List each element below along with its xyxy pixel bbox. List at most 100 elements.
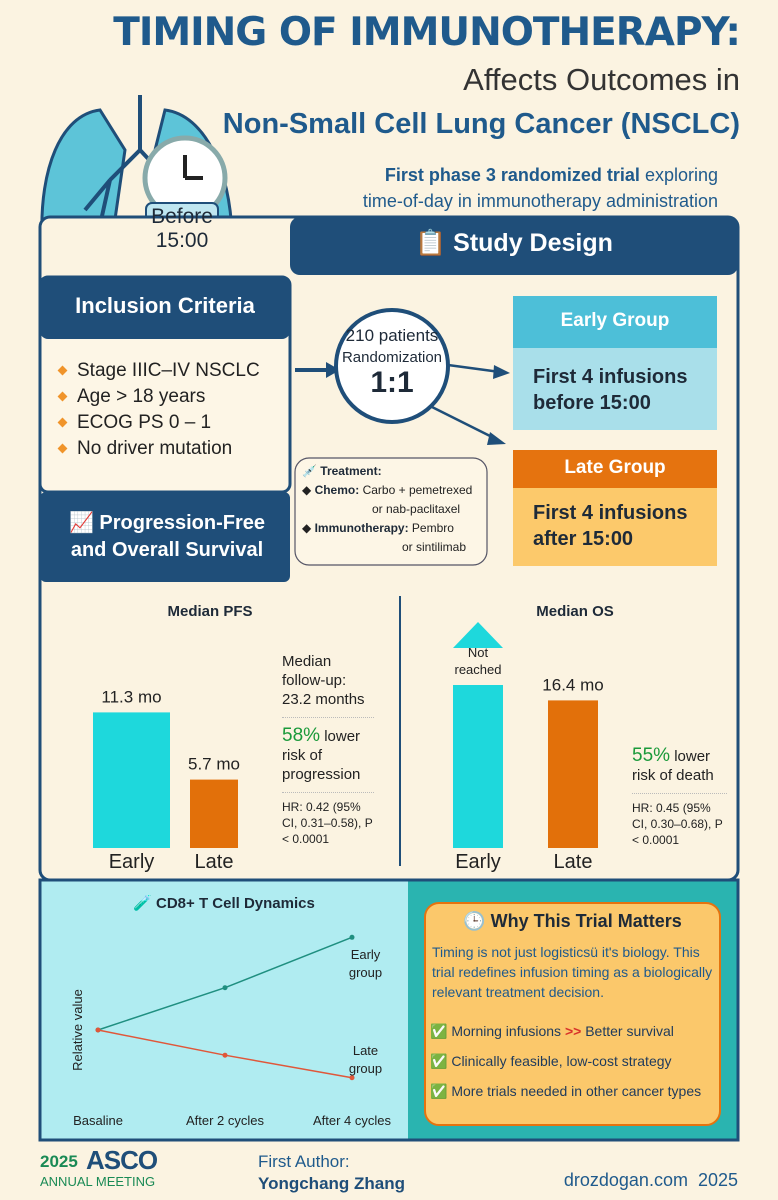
y-axis-label: Relative value xyxy=(70,989,85,1071)
pfs-hr: HR: 0.42 (95% CI, 0.31–0.58), P < 0.0001 xyxy=(282,792,374,847)
arrows-out xyxy=(429,363,501,442)
study-design-tab xyxy=(290,217,738,275)
late-title: Late Group xyxy=(564,457,666,478)
category-label: Late xyxy=(195,851,234,873)
bar xyxy=(190,779,238,848)
tagline-rest: exploring xyxy=(644,165,718,185)
footer-site: drozdogan.com 2025 xyxy=(563,1170,738,1190)
author-label: First Author: xyxy=(258,1152,350,1171)
clock-hands xyxy=(183,155,203,180)
author: Yongchang Zhang xyxy=(258,1174,406,1193)
os-reduction-text: lower risk of death xyxy=(632,748,714,784)
point-text: Morning infusions xyxy=(451,1023,562,1039)
point xyxy=(95,1027,101,1033)
followup: Median follow-up: 23.2 months xyxy=(282,653,365,708)
immuno-label: Immunotherapy: xyxy=(314,521,409,535)
inclusion-item: Age > 18 years xyxy=(55,384,260,410)
immuno-text2: or sintilimab xyxy=(402,540,467,554)
value-label: reached xyxy=(455,662,502,677)
value-label: 11.3 mo xyxy=(101,687,161,706)
chemo-text2: or nab-paclitaxel xyxy=(372,502,461,516)
inclusion-item: ECOG PS 0 – 1 xyxy=(55,410,260,436)
late-header xyxy=(513,450,717,488)
pfs-title: Median PFS xyxy=(167,603,253,620)
immuno-text: Pembro xyxy=(411,521,454,535)
point xyxy=(349,934,355,940)
category-label: Early xyxy=(455,851,501,873)
point-emphasis: >> xyxy=(564,1023,582,1039)
inclusion-item: No driver mutation xyxy=(55,436,260,462)
subject: Non-Small Cell Lung Cancer (NSCLC) xyxy=(222,108,740,140)
pfs-notes: Median follow-up: 23.2 months 58% lower … xyxy=(282,652,374,847)
clock-label-2: 15:00 xyxy=(155,229,209,252)
category-label: Early xyxy=(109,851,155,873)
check: ✅ xyxy=(430,1053,448,1069)
bar xyxy=(548,700,598,848)
os-notes: 55% lower risk of death HR: 0.45 (95% CI… xyxy=(632,746,727,848)
check: ✅ xyxy=(430,1083,448,1099)
os-hr: HR: 0.45 (95% CI, 0.30–0.68), P < 0.0001 xyxy=(632,793,727,848)
early-text: First 4 infusions before 15:00 xyxy=(533,366,688,414)
point xyxy=(222,1052,228,1058)
series-label: Early group xyxy=(348,947,383,980)
randomization: 210 patients Randomization 1:1 xyxy=(336,326,448,400)
study-design-heading: 📋 Study Design xyxy=(415,229,613,257)
why-point: ✅ Morning infusions >> Better survival xyxy=(430,1021,674,1041)
x-tick-label: After 2 cycles xyxy=(186,1113,265,1128)
patients: 210 patients xyxy=(345,326,439,345)
clock-label-1: Before xyxy=(151,205,213,228)
clock-label: Before 15:00 xyxy=(146,205,218,253)
inclusion-header xyxy=(40,277,290,339)
x-tick-label: After 4 cycles xyxy=(313,1113,392,1128)
ratio: 1:1 xyxy=(370,366,414,399)
why-box xyxy=(424,902,721,1126)
late-text: First 4 infusions after 15:00 xyxy=(533,502,688,550)
cd8-panel xyxy=(40,880,408,1140)
treatment-box xyxy=(294,457,488,566)
why-point: ✅ Clinically feasible, low-cost strategy xyxy=(430,1051,672,1071)
value-label: 5.7 mo xyxy=(188,755,240,774)
survival-header xyxy=(40,492,290,582)
why-point: ✅ More trials needed in other cancer typ… xyxy=(430,1081,701,1101)
subtitle: Affects Outcomes in xyxy=(463,62,740,97)
arrow-heads xyxy=(487,365,510,445)
inclusion-item: Stage IIIC–IV NSCLC xyxy=(55,358,260,384)
early-header xyxy=(513,296,717,348)
value-label: 16.4 mo xyxy=(542,675,603,694)
value-label: Not xyxy=(468,645,489,660)
treatment-title: 💉 Treatment: xyxy=(302,464,382,478)
not-reached-arrow xyxy=(453,622,503,648)
chemo-label: Chemo: xyxy=(314,483,360,497)
title: TIMING OF IMMUNOTHERAPY: xyxy=(113,10,741,55)
early-title: Early Group xyxy=(560,310,670,331)
os-title: Median OS xyxy=(536,603,614,620)
x-tick-label: Basaline xyxy=(73,1113,123,1128)
treatment: 💉 Treatment: ◆ Chemo: Carbo + pemetrexed… xyxy=(302,462,482,557)
tagline-line2: time-of-day in immunotherapy administrat… xyxy=(362,191,718,211)
bottom-frame xyxy=(38,878,740,1142)
point-text: Clinically feasible, low-cost strategy xyxy=(451,1053,672,1069)
inclusion-list: Stage IIIC–IV NSCLC Age > 18 years ECOG … xyxy=(55,358,260,462)
chemo-text: Carbo + pemetrexed xyxy=(362,483,473,497)
bar xyxy=(93,712,170,848)
point xyxy=(222,985,228,991)
point-rest: Better survival xyxy=(585,1023,674,1039)
bar xyxy=(453,685,503,848)
pfs-reduction: 58% xyxy=(282,725,321,746)
pfs-reduction-text: lower risk of progression xyxy=(282,728,361,783)
cd8-title: 🧪 CD8+ T Cell Dynamics xyxy=(133,895,315,912)
tagline-bold: First phase 3 randomized trial xyxy=(384,165,640,185)
footer-meeting: ANNUAL MEETING xyxy=(40,1174,156,1189)
arrow-head xyxy=(326,362,340,378)
footer-org: ASCO xyxy=(86,1145,158,1175)
check: ✅ xyxy=(430,1023,448,1039)
point-text: More trials needed in other cancer types xyxy=(451,1083,702,1099)
inclusion-title: Inclusion Criteria xyxy=(75,293,255,318)
why-text: Timing is not just logisticsü it's biolo… xyxy=(432,944,713,1000)
survival-heading: 📈 Progression-Free and Overall Survival xyxy=(68,512,266,561)
category-label: Late xyxy=(554,851,593,873)
os-reduction: 55% xyxy=(632,745,671,766)
why-title: 🕒 Why This Trial Matters xyxy=(463,911,682,931)
